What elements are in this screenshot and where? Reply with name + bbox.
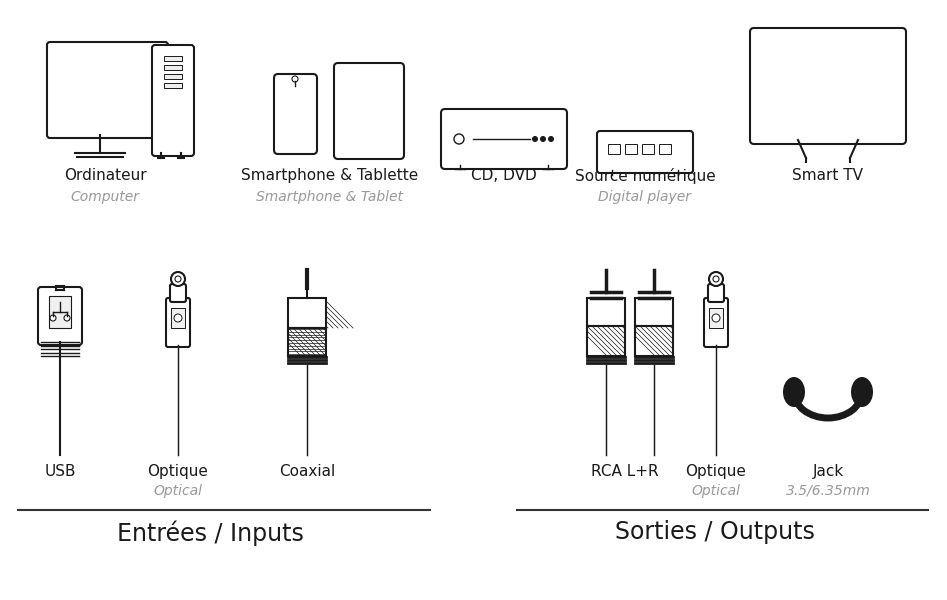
Text: Computer: Computer: [70, 190, 139, 204]
FancyBboxPatch shape: [704, 298, 728, 347]
Circle shape: [709, 272, 723, 286]
Bar: [164, 65, 182, 70]
Circle shape: [171, 272, 185, 286]
Text: Optique: Optique: [148, 464, 208, 479]
Bar: [49, 296, 71, 328]
Bar: [171, 308, 185, 328]
Circle shape: [175, 276, 181, 282]
Circle shape: [50, 315, 56, 321]
Bar: [164, 83, 182, 88]
Circle shape: [174, 314, 182, 322]
Ellipse shape: [783, 377, 805, 407]
Text: RCA L+R: RCA L+R: [591, 464, 659, 479]
Circle shape: [713, 276, 719, 282]
Bar: [659, 144, 671, 154]
FancyBboxPatch shape: [597, 131, 693, 173]
Circle shape: [541, 136, 545, 142]
Circle shape: [292, 76, 298, 82]
FancyBboxPatch shape: [750, 28, 906, 144]
Text: Ordinateur: Ordinateur: [63, 168, 147, 183]
Ellipse shape: [851, 377, 873, 407]
FancyBboxPatch shape: [334, 63, 404, 159]
FancyBboxPatch shape: [441, 109, 567, 169]
Bar: [164, 56, 182, 61]
Bar: [164, 74, 182, 79]
Text: Smartphone & Tablet: Smartphone & Tablet: [257, 190, 403, 204]
Bar: [642, 144, 654, 154]
Text: Source numérique: Source numérique: [575, 168, 715, 184]
FancyBboxPatch shape: [47, 42, 168, 138]
Circle shape: [712, 314, 720, 322]
FancyBboxPatch shape: [708, 284, 724, 302]
Text: USB: USB: [45, 464, 76, 479]
Bar: [608, 144, 620, 154]
Text: Sorties / Outputs: Sorties / Outputs: [615, 520, 815, 544]
Text: Optical: Optical: [153, 484, 203, 498]
Bar: [587, 326, 625, 356]
Text: Jack: Jack: [813, 464, 844, 479]
Text: Smartphone & Tablette: Smartphone & Tablette: [241, 168, 419, 183]
Bar: [288, 328, 326, 356]
Bar: [625, 144, 637, 154]
FancyBboxPatch shape: [274, 74, 317, 154]
Text: Entrées / Inputs: Entrées / Inputs: [116, 520, 303, 545]
Circle shape: [64, 315, 70, 321]
Text: Digital player: Digital player: [599, 190, 691, 204]
FancyBboxPatch shape: [166, 298, 190, 347]
Bar: [587, 298, 625, 326]
Circle shape: [532, 136, 538, 142]
Text: CD, DVD: CD, DVD: [471, 168, 537, 183]
FancyBboxPatch shape: [152, 45, 194, 156]
FancyBboxPatch shape: [38, 287, 82, 345]
Bar: [709, 308, 723, 328]
Bar: [635, 298, 673, 326]
Text: Smart TV: Smart TV: [793, 168, 864, 183]
Text: 3.5/6.35mm: 3.5/6.35mm: [786, 484, 870, 498]
Bar: [635, 326, 673, 356]
Text: Coaxial: Coaxial: [278, 464, 335, 479]
Circle shape: [454, 134, 464, 144]
Bar: [288, 298, 326, 328]
FancyBboxPatch shape: [170, 284, 186, 302]
Text: Optical: Optical: [691, 484, 741, 498]
Circle shape: [548, 136, 553, 142]
Text: Optique: Optique: [686, 464, 746, 479]
